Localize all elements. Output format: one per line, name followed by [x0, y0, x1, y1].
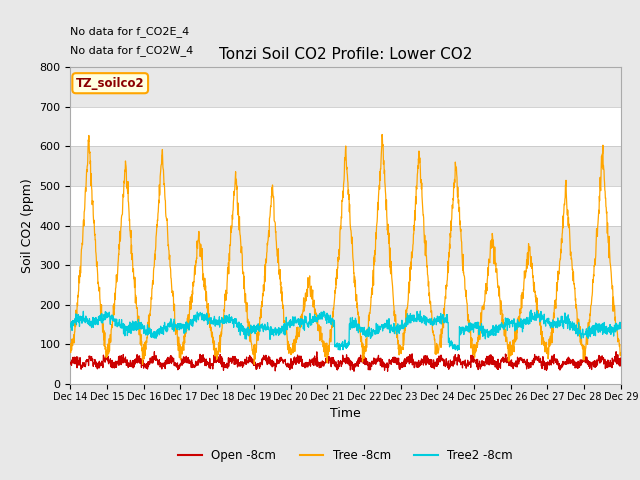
Bar — [70, 186, 621, 226]
Bar — [70, 146, 621, 186]
Y-axis label: Soil CO2 (ppm): Soil CO2 (ppm) — [21, 178, 34, 273]
Bar — [70, 67, 621, 107]
Legend: Open -8cm, Tree -8cm, Tree2 -8cm: Open -8cm, Tree -8cm, Tree2 -8cm — [173, 444, 518, 467]
Text: No data for f_CO2E_4: No data for f_CO2E_4 — [70, 26, 189, 37]
Bar — [70, 345, 621, 384]
Text: No data for f_CO2W_4: No data for f_CO2W_4 — [70, 45, 194, 56]
Bar — [70, 305, 621, 345]
Text: TZ_soilco2: TZ_soilco2 — [76, 77, 145, 90]
Bar — [70, 265, 621, 305]
Bar — [70, 226, 621, 265]
Title: Tonzi Soil CO2 Profile: Lower CO2: Tonzi Soil CO2 Profile: Lower CO2 — [219, 47, 472, 62]
Bar — [70, 107, 621, 146]
X-axis label: Time: Time — [330, 407, 361, 420]
